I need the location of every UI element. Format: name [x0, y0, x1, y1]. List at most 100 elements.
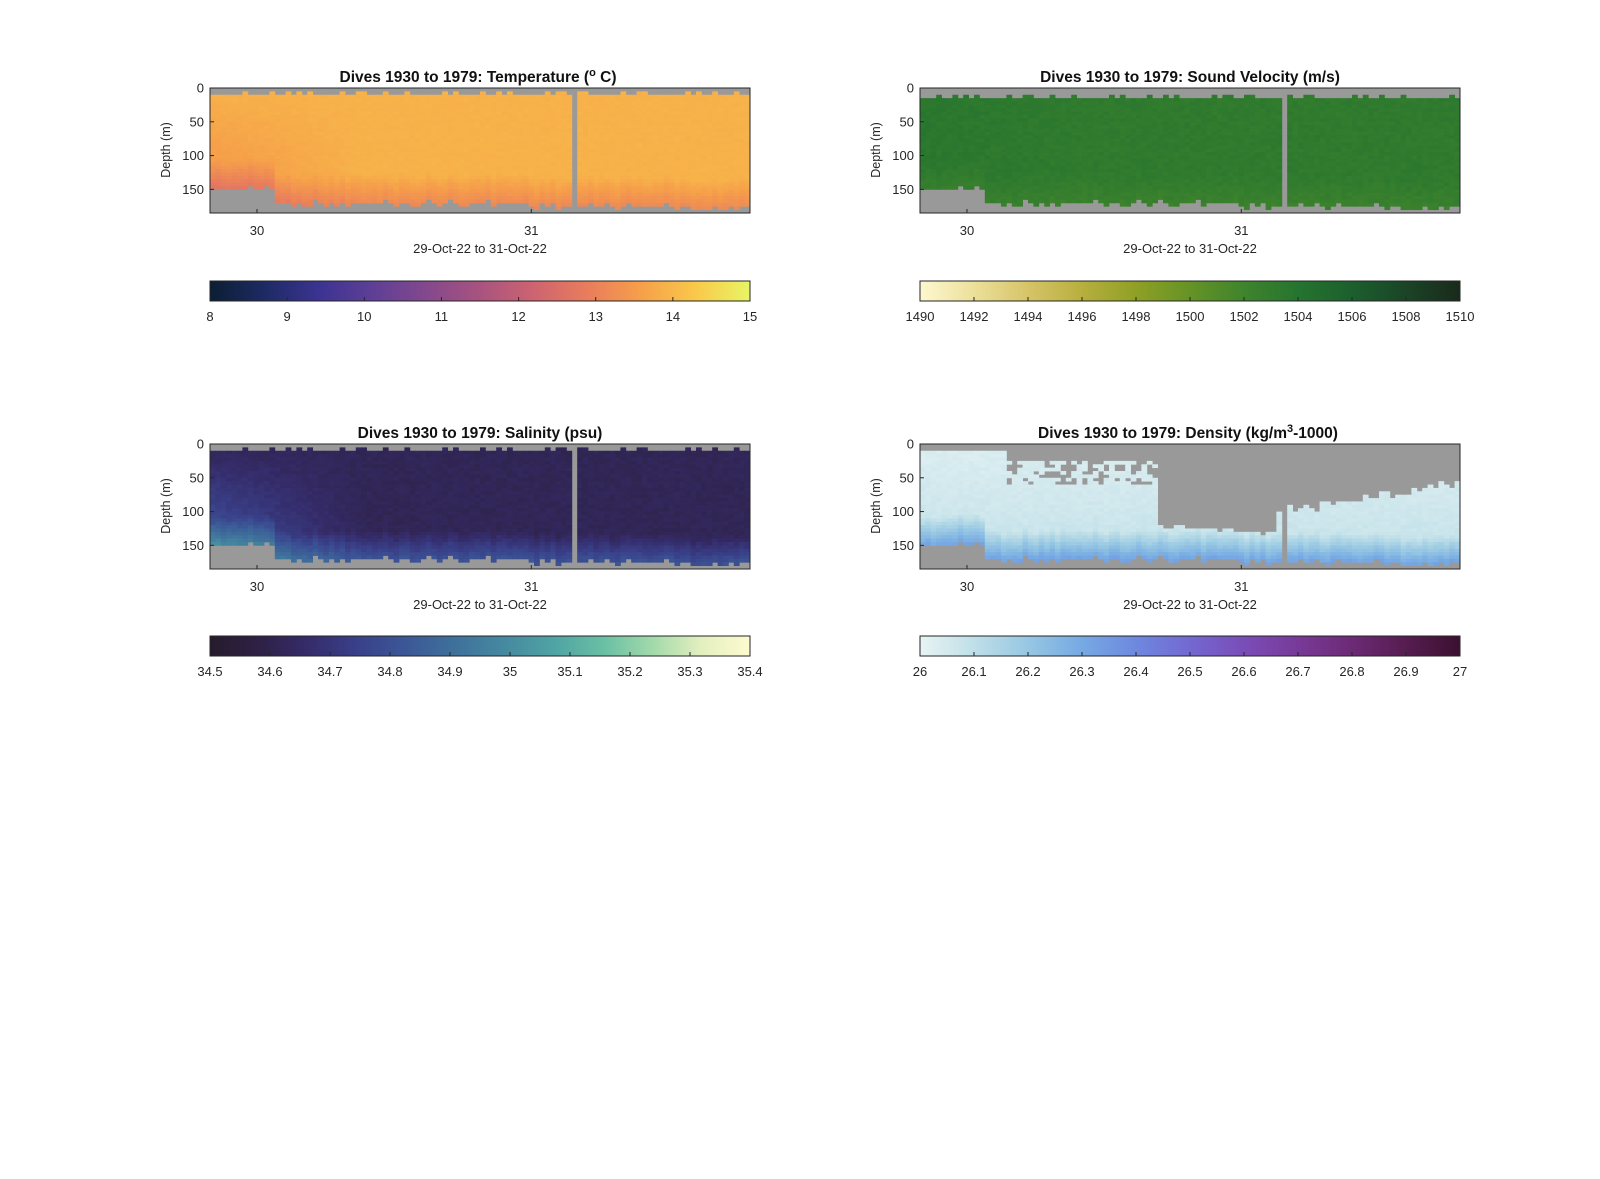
- heatmap-cell: [739, 148, 745, 153]
- heatmap-cell: [366, 148, 373, 153]
- heatmap-cell: [1163, 185, 1169, 190]
- heatmap-cell: [920, 175, 926, 180]
- heatmap-cell: [625, 162, 632, 167]
- heatmap-cell: [1163, 155, 1169, 160]
- heatmap-cell: [701, 94, 708, 99]
- heatmap-cell: [307, 145, 313, 150]
- heatmap-cell: [712, 165, 718, 170]
- heatmap-cell: [620, 169, 627, 173]
- heatmap-cell: [1163, 138, 1169, 143]
- heatmap-cell: [474, 152, 481, 156]
- heatmap-cell: [517, 169, 524, 173]
- heatmap-cell: [636, 162, 643, 167]
- heatmap-cell: [1092, 196, 1099, 200]
- heatmap-cell: [507, 125, 513, 129]
- heatmap-cell: [350, 162, 357, 167]
- heatmap-cell: [1028, 115, 1034, 119]
- heatmap-cell: [1082, 155, 1088, 160]
- heatmap-cell: [480, 158, 486, 163]
- heatmap-cell: [544, 196, 551, 200]
- heatmap-cell: [712, 104, 718, 109]
- heatmap-cell: [1195, 162, 1202, 167]
- heatmap-cell: [431, 94, 438, 99]
- heatmap-cell: [339, 111, 346, 116]
- heatmap-cell: [577, 162, 583, 167]
- heatmap-cell: [388, 135, 394, 140]
- heatmap-cell: [490, 108, 497, 113]
- heatmap-cell: [361, 104, 367, 109]
- heatmap-cell: [318, 104, 324, 109]
- heatmap-cell: [968, 125, 975, 129]
- heatmap-cell: [393, 192, 400, 197]
- heatmap-cell: [264, 182, 270, 187]
- heatmap-cell: [534, 155, 540, 160]
- heatmap-cell: [620, 98, 627, 102]
- heatmap-cell: [1109, 169, 1115, 173]
- heatmap-cell: [253, 148, 259, 153]
- heatmap-cell: [485, 138, 492, 143]
- heatmap-cell: [1222, 182, 1229, 187]
- heatmap-cell: [447, 121, 454, 126]
- heatmap-cell: [952, 115, 959, 119]
- heatmap-cell: [577, 118, 583, 123]
- heatmap-cell: [426, 118, 432, 123]
- heatmap-cell: [242, 142, 249, 146]
- heatmap-cell: [930, 131, 937, 136]
- heatmap-cell: [442, 145, 448, 150]
- heatmap-cell: [696, 125, 702, 129]
- heatmap-cell: [1109, 131, 1115, 136]
- heatmap-cell: [604, 175, 610, 180]
- heatmap-cell: [539, 155, 546, 160]
- heatmap-cell: [307, 175, 313, 180]
- heatmap-cell: [1109, 138, 1115, 143]
- heatmap-cell: [920, 145, 926, 150]
- heatmap-cell: [739, 202, 745, 207]
- heatmap-cell: [1146, 175, 1153, 180]
- heatmap-cell: [615, 206, 621, 211]
- heatmap-cell: [647, 101, 654, 106]
- heatmap-cell: [631, 131, 637, 136]
- heatmap-cell: [1179, 182, 1185, 187]
- heatmap-cell: [269, 158, 276, 163]
- heatmap-cell: [685, 196, 691, 200]
- heatmap-cell: [1157, 125, 1164, 129]
- heatmap-cell: [952, 142, 959, 146]
- heatmap-cell: [447, 152, 454, 156]
- heatmap-cell: [388, 98, 394, 102]
- heatmap-cell: [350, 138, 357, 143]
- heatmap-cell: [512, 182, 519, 187]
- heatmap-cell: [647, 148, 654, 153]
- heatmap-cell: [577, 115, 583, 119]
- heatmap-cell: [930, 98, 937, 102]
- heatmap-cell: [1200, 189, 1207, 194]
- heatmap-cell: [1222, 169, 1229, 173]
- heatmap-cell: [1217, 165, 1223, 170]
- heatmap-cell: [652, 142, 659, 146]
- heatmap-cell: [436, 158, 443, 163]
- heatmap-cell: [372, 115, 378, 119]
- heatmap-cell: [426, 148, 432, 153]
- heatmap-cell: [242, 111, 249, 116]
- heatmap-cell: [296, 101, 303, 106]
- heatmap-cell: [404, 199, 411, 204]
- heatmap-cell: [388, 199, 394, 204]
- heatmap-cell: [501, 162, 508, 167]
- heatmap-cell: [318, 165, 324, 170]
- heatmap-cell: [577, 94, 583, 99]
- heatmap-cell: [620, 155, 627, 160]
- heatmap-cell: [1190, 125, 1196, 129]
- axes-box: [209, 87, 751, 214]
- heatmap-cell: [1141, 172, 1148, 177]
- heatmap-cell: [377, 189, 384, 194]
- heatmap-cell: [947, 165, 953, 170]
- heatmap-cell: [496, 115, 502, 119]
- heatmap-cell: [1146, 121, 1153, 126]
- heatmap-cell: [669, 169, 675, 173]
- heatmap-cell: [372, 111, 378, 116]
- heatmap-cell: [388, 189, 394, 194]
- heatmap-cell: [712, 192, 718, 197]
- heatmap-cell: [377, 138, 384, 143]
- heatmap-cell: [226, 111, 232, 116]
- heatmap-cell: [409, 142, 416, 146]
- heatmap-cell: [550, 175, 556, 180]
